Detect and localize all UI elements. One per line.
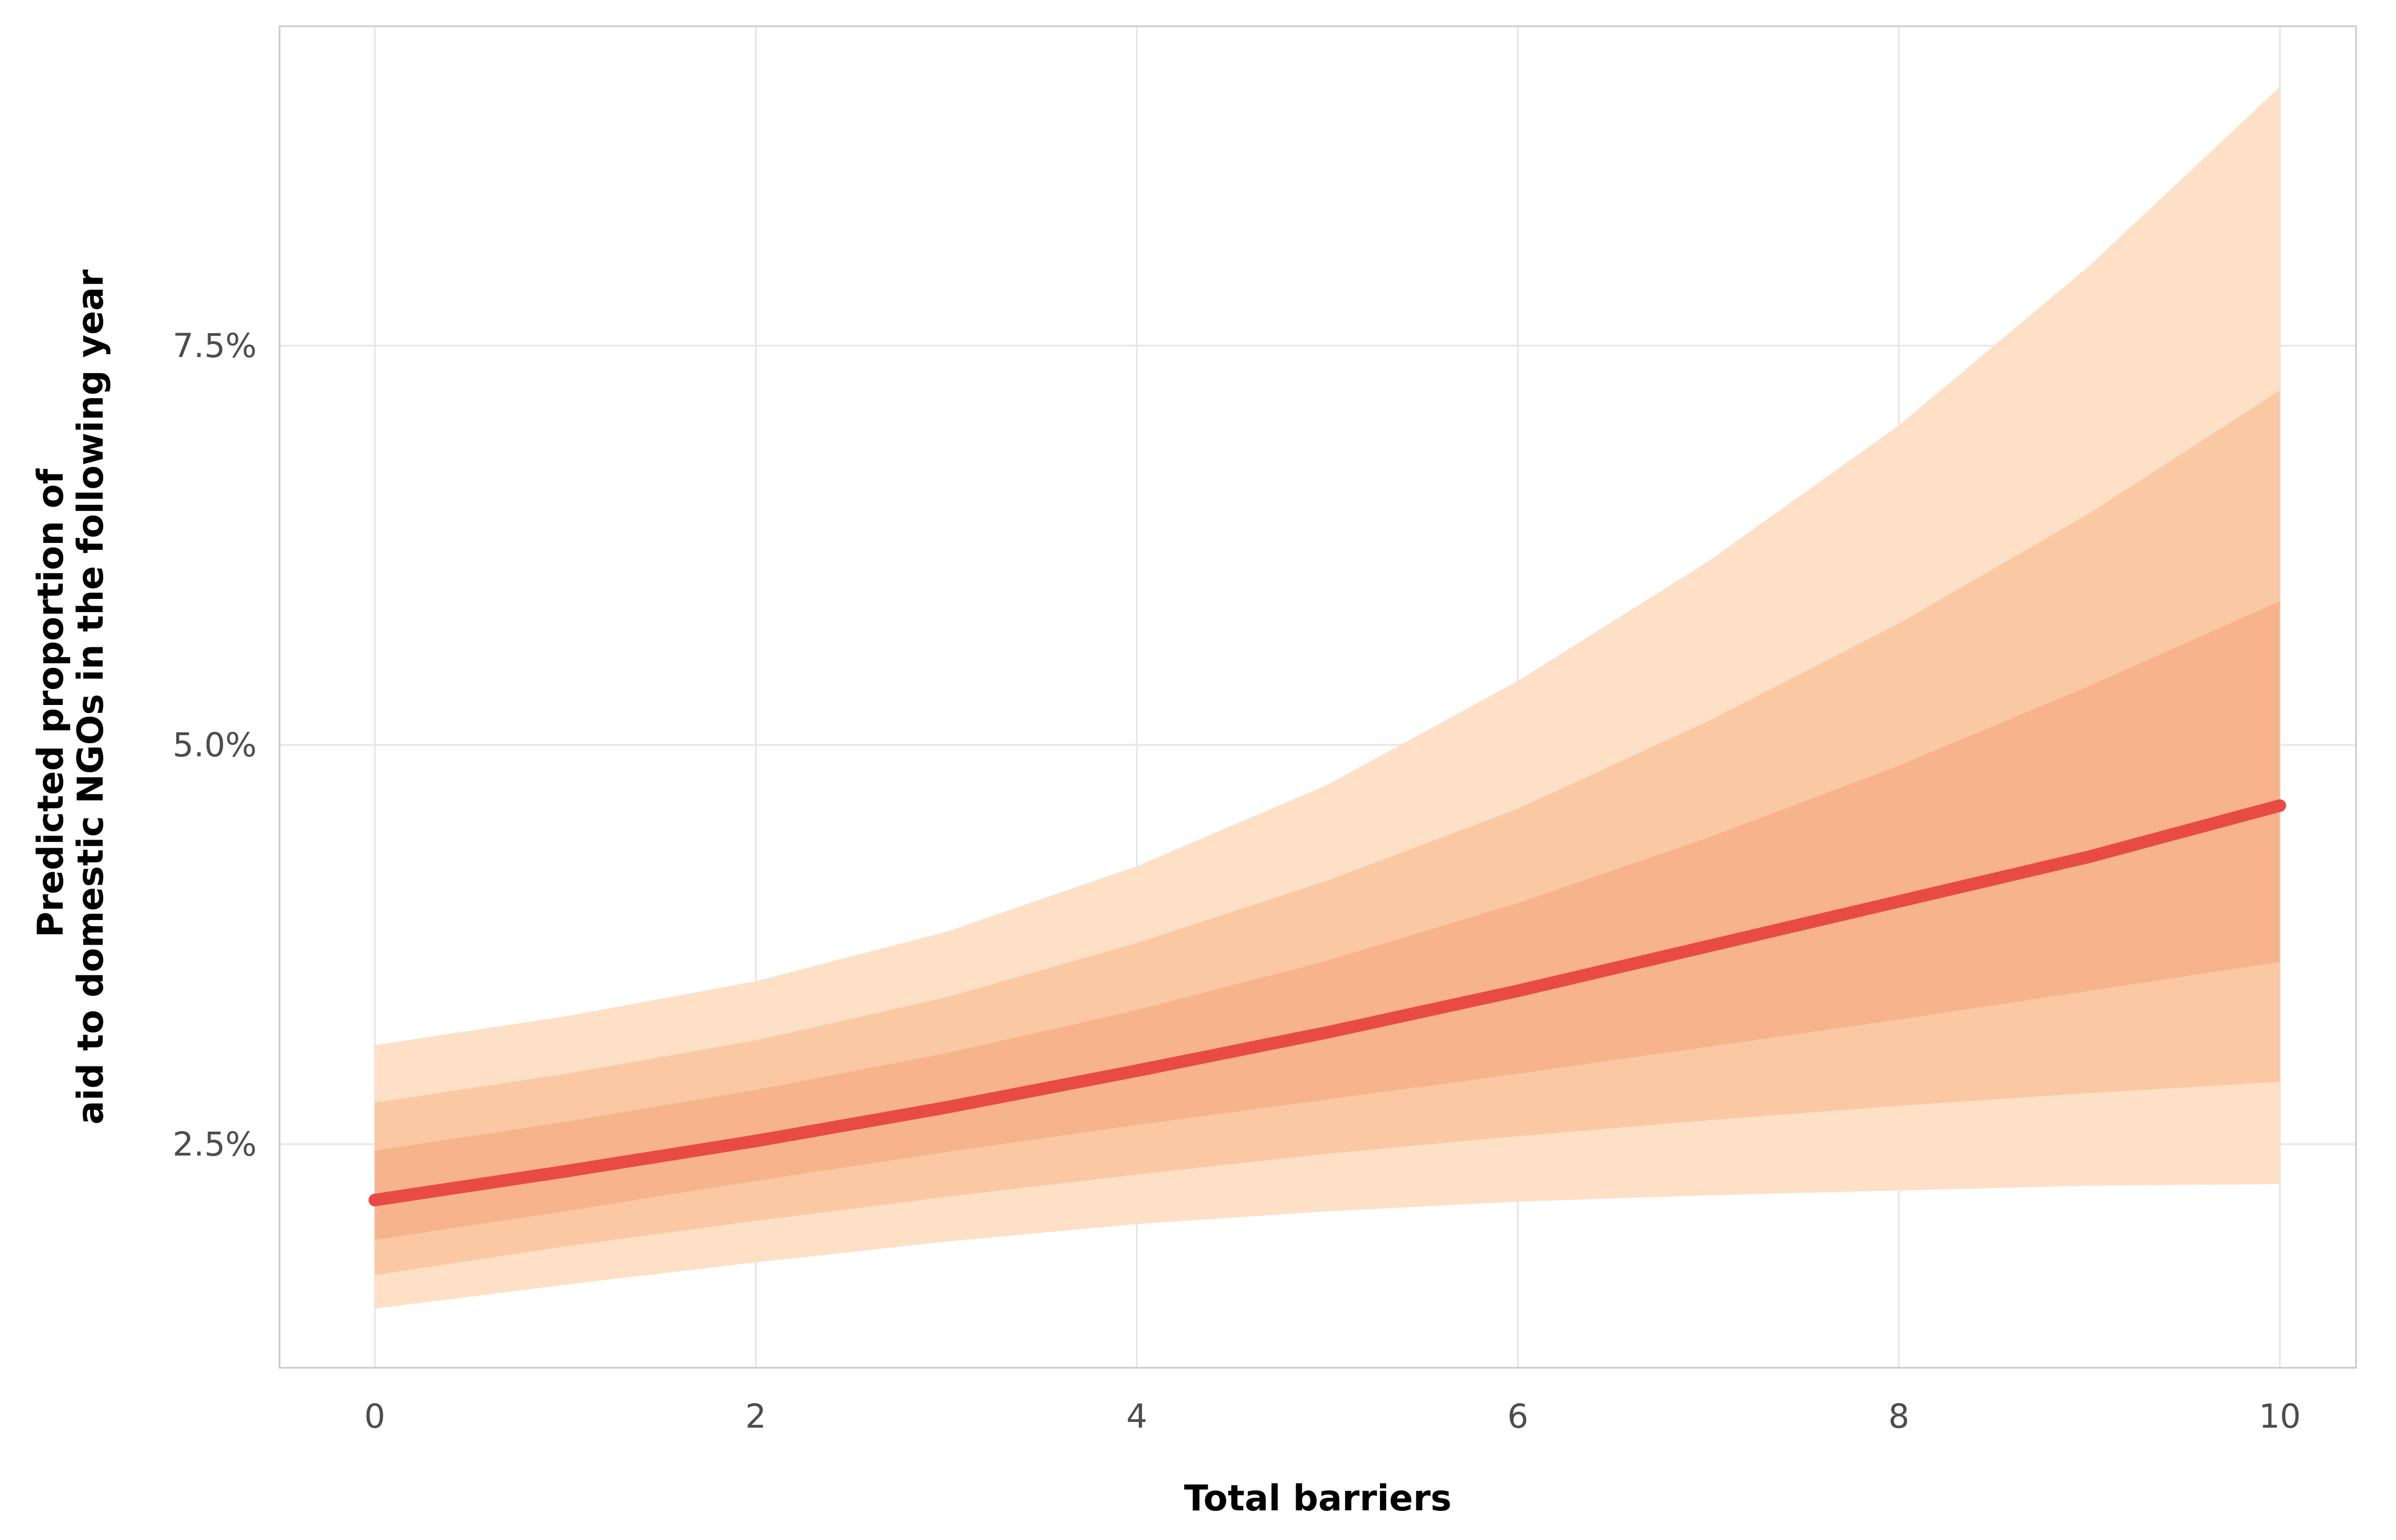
x-tick-label-5: 10 [2259,1397,2301,1436]
x-axis-title: Total barriers [1184,1477,1451,1519]
x-tick-label-4: 8 [1888,1397,1909,1436]
y-tick-label-2: 7.5% [173,326,257,365]
y-axis-title: Predicted proportion of aid to domestic … [30,269,111,1125]
panel-border [278,25,2357,1369]
y-axis-title-line-2: aid to domestic NGOs in the following ye… [70,269,111,1125]
y-tick-label-0: 2.5% [173,1125,257,1164]
y-axis-title-line-1: Predicted proportion of [30,468,71,938]
y-tick-label-1: 5.0% [173,726,257,764]
x-tick-label-0: 0 [365,1397,386,1436]
x-tick-label-1: 2 [745,1397,766,1436]
band-inner [375,601,2280,1240]
band-middle [375,390,2280,1275]
fit-line-layer [369,799,2286,1206]
x-axis-ticks: 0 2 4 6 8 10 [365,1397,2301,1436]
x-tick-label-3: 6 [1507,1397,1528,1436]
confidence-bands [375,87,2280,1309]
x-tick-label-2: 4 [1126,1397,1147,1436]
fit-line [369,799,2286,1206]
y-axis-ticks: 2.5% 5.0% 7.5% [173,326,257,1164]
